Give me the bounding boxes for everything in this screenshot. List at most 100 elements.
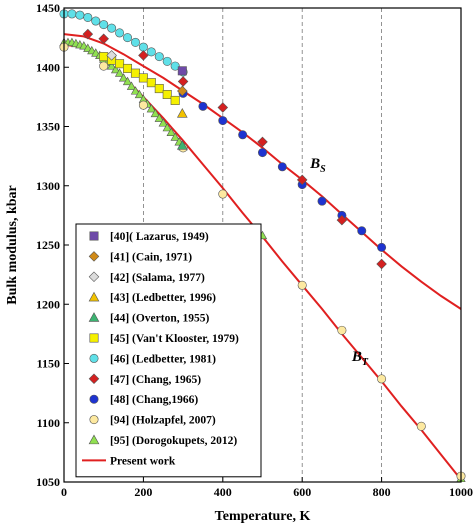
y-tick-label-1350: 1350	[36, 120, 60, 134]
y-tick-label-1400: 1400	[36, 60, 60, 74]
point-95-dorogokupets-2012-24	[154, 113, 164, 122]
point-46-ledbetter-1981-13	[162, 56, 172, 66]
point-47-chang-1965-2	[138, 50, 149, 61]
legend-label-95-dorogokupets-2012: [95] (Dorogokupets, 2012)	[110, 435, 237, 447]
point-40-lazarus-1949-0	[177, 66, 187, 76]
legend-entry-45-van-t-klooster-1979: [45] (Van't Klooster, 1979)	[89, 333, 239, 345]
legend-swatch-43-ledbetter-1996	[88, 291, 100, 302]
point-47-chang-1965-5	[257, 136, 268, 148]
legend-swatch-48-chang-1966	[89, 394, 99, 404]
point-42-salama-1977-0	[106, 50, 117, 61]
legend-label-43-ledbetter-1996: [43] (Ledbetter, 1996)	[110, 292, 216, 304]
point-94-holzapfel-2007-8	[416, 421, 426, 431]
point-45-van-t-klooster-1979-8	[162, 90, 172, 100]
point-43-ledbetter-1996-0	[176, 108, 188, 118]
point-46-ledbetter-1981-9	[130, 37, 140, 47]
point-46-ledbetter-1981-8	[123, 33, 133, 43]
series-41-cain-1971	[177, 85, 188, 97]
point-48-chang-1966-9	[357, 226, 367, 236]
series-44-overton-1955	[176, 140, 188, 150]
legend-box	[75, 223, 262, 478]
point-94-holzapfel-2007-7	[377, 374, 387, 384]
legend-label-46-ledbetter-1981: [46] (Ledbetter, 1981)	[110, 353, 216, 365]
point-47-chang-1965-8	[376, 258, 387, 270]
legend-entry-40-lazarus-1949: [40]( Lazarus, 1949)	[89, 231, 209, 243]
point-41-cain-1971-0	[177, 85, 188, 97]
point-95-dorogokupets-2012-12	[106, 61, 117, 70]
point-46-ledbetter-1981-14	[170, 61, 180, 71]
point-45-van-t-klooster-1979-2	[115, 59, 125, 69]
legend-entry-41-cain-1971: [41] (Cain, 1971)	[88, 251, 192, 263]
y-tick-label-1300: 1300	[36, 179, 60, 193]
point-95-dorogokupets-2012-27	[166, 127, 176, 137]
y-tick-label-1200: 1200	[36, 297, 60, 311]
x-axis-title: Temperature, K	[215, 509, 311, 524]
legend-label-45-van-t-klooster-1979: [45] (Van't Klooster, 1979)	[110, 333, 239, 345]
point-45-van-t-klooster-1979-7	[154, 84, 164, 94]
legend-entry-44-overton-1955: [44] (Overton, 1955)	[88, 312, 209, 325]
point-95-dorogokupets-2012-16	[122, 76, 133, 86]
legend-label-41-cain-1971: [41] (Cain, 1971)	[110, 251, 192, 263]
point-48-chang-1966-2	[218, 116, 228, 126]
y-tick-label-1050: 1050	[36, 475, 60, 489]
point-47-chang-1965-1	[98, 33, 109, 45]
legend-label-48-chang-1966: [48] (Chang,1966)	[110, 394, 198, 406]
legend: [40]( Lazarus, 1949) [41] (Cain, 1971) [42…	[75, 223, 262, 478]
legend-swatch-46-ledbetter-1981	[89, 353, 99, 363]
legend-swatch-95-dorogokupets-2012	[88, 434, 100, 445]
series-40-lazarus-1949	[177, 66, 187, 76]
legend-entry-48-chang-1966: [48] (Chang,1966)	[89, 394, 198, 406]
point-48-chang-1966-5	[277, 162, 287, 172]
point-94-holzapfel-2007-6	[337, 325, 347, 335]
x-tick-label-600: 600	[293, 485, 311, 499]
point-48-chang-1966-4	[257, 148, 267, 158]
present-work-curve-1	[63, 33, 462, 310]
point-45-van-t-klooster-1979-0	[99, 52, 109, 62]
point-95-dorogokupets-2012-22	[146, 103, 156, 113]
legend-entry-95-dorogokupets-2012: [95] (Dorogokupets, 2012)	[88, 434, 237, 447]
legend-label-47-chang-1965: [47] (Chang, 1965)	[110, 374, 201, 386]
point-45-van-t-klooster-1979-3	[123, 63, 133, 73]
legend-swatch-47-chang-1965	[88, 373, 100, 385]
point-95-dorogokupets-2012-15	[118, 73, 129, 82]
legend-entry-46-ledbetter-1981: [46] (Ledbetter, 1981)	[89, 353, 216, 365]
point-95-dorogokupets-2012-13	[110, 64, 121, 74]
curve-labels: BS BT	[309, 156, 369, 368]
point-46-ledbetter-1981-7	[115, 28, 125, 38]
x-tick-label-1000: 1000	[449, 485, 473, 499]
point-48-chang-1966-3	[238, 130, 248, 140]
legend-swatch-45-van-t-klooster-1979	[89, 333, 99, 343]
point-48-chang-1966-7	[317, 196, 327, 206]
series-48-chang-1966	[178, 88, 387, 252]
point-95-dorogokupets-2012-18	[130, 86, 141, 95]
point-46-ledbetter-1981-5	[99, 20, 109, 30]
point-46-ledbetter-1981-10	[138, 42, 148, 52]
legend-swatch-42-salama-1977	[88, 271, 100, 283]
legend-label-94-holzapfel-2007: [94] (Holzapfel, 2007)	[110, 415, 216, 427]
point-48-chang-1966-1	[198, 101, 208, 111]
legend-swatch-44-overton-1955	[88, 312, 100, 322]
point-47-chang-1965-6	[296, 174, 308, 186]
point-44-overton-1955-0	[176, 140, 188, 150]
legend-swatch-41-cain-1971	[88, 251, 100, 262]
point-46-ledbetter-1981-2	[75, 10, 85, 20]
point-95-dorogokupets-2012-14	[114, 68, 125, 77]
legend-entry-43-ledbetter-1996: [43] (Ledbetter, 1996)	[88, 291, 216, 304]
point-46-ledbetter-1981-6	[107, 23, 117, 33]
series-42-salama-1977	[106, 50, 117, 61]
point-45-van-t-klooster-1979-5	[138, 73, 148, 83]
curve-label-bs: BS	[309, 156, 326, 175]
point-95-dorogokupets-2012-28	[170, 132, 180, 141]
x-tick-label-400: 400	[214, 485, 232, 499]
point-47-chang-1965-3	[177, 76, 189, 87]
point-45-van-t-klooster-1979-9	[170, 95, 180, 105]
point-47-chang-1965-0	[82, 28, 94, 40]
legend-label-44-overton-1955: [44] (Overton, 1955)	[110, 313, 209, 325]
point-94-holzapfel-2007-2	[138, 100, 148, 110]
point-94-holzapfel-2007-1	[99, 61, 109, 71]
legend-entry-present-work: Present work	[82, 455, 176, 467]
x-tick-label-800: 800	[373, 485, 391, 499]
point-46-ledbetter-1981-11	[146, 47, 156, 57]
legend-entry-47-chang-1965: [47] (Chang, 1965)	[88, 373, 201, 386]
